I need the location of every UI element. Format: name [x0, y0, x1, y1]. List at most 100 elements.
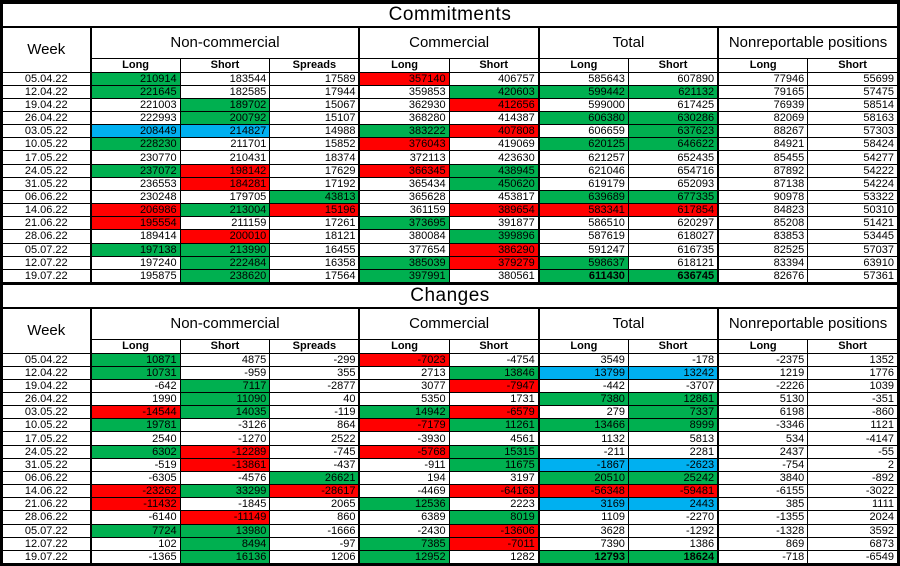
value-cell: 84921 [717, 137, 809, 152]
column-header: Long [537, 338, 629, 354]
value-cell: 1731 [448, 391, 540, 407]
value-cell: 85208 [717, 216, 809, 231]
value-cell: 230770 [89, 150, 181, 165]
value-cell: 57303 [807, 124, 898, 139]
value-cell: 14942 [358, 405, 450, 420]
value-cell: 198142 [179, 163, 271, 178]
value-cell: 77946 [717, 71, 809, 86]
column-header: Short [627, 57, 719, 73]
value-cell: 53322 [807, 189, 898, 205]
week-cell: 12.04.22 [2, 84, 91, 99]
week-header: Week [2, 26, 91, 73]
value-cell: 386290 [448, 242, 540, 257]
commitments-table: Commitments Week Non-commercial Commercial T… [2, 2, 899, 284]
value-cell: 197240 [89, 255, 181, 270]
value-cell: 380084 [358, 229, 450, 244]
value-cell: 54277 [807, 150, 898, 165]
value-cell: -437 [269, 457, 360, 472]
value-cell: 79165 [717, 84, 809, 99]
value-cell: 2443 [627, 497, 719, 512]
week-cell: 17.05.22 [2, 431, 91, 446]
value-cell: 7724 [89, 523, 181, 538]
value-cell: 2522 [269, 431, 360, 446]
value-cell: 210914 [89, 71, 181, 86]
value-cell: 1111 [807, 497, 898, 512]
week-cell: 17.05.22 [2, 150, 91, 165]
value-cell: 200792 [179, 110, 271, 126]
value-cell: 1219 [717, 365, 809, 380]
value-cell: 450620 [448, 176, 540, 191]
column-header: Short [448, 57, 540, 73]
value-cell: 361159 [358, 203, 450, 218]
group-header-0: Non-commercial [89, 26, 360, 59]
week-cell: 26.04.22 [2, 110, 91, 126]
value-cell: 2281 [627, 444, 719, 459]
value-cell: -2877 [269, 378, 360, 393]
value-cell: 200010 [179, 229, 271, 244]
week-cell: 05.04.22 [2, 71, 91, 86]
value-cell: 1352 [807, 352, 898, 367]
week-cell: 21.06.22 [2, 216, 91, 231]
table-title-row: Commitments [2, 2, 898, 28]
value-cell: 621132 [627, 84, 719, 99]
value-cell: 368280 [358, 110, 450, 126]
value-cell: 7390 [537, 536, 629, 551]
value-cell: 18121 [269, 229, 360, 244]
table-row: 12.07.22 197240 222484 16358 385039 379279 598… [2, 255, 898, 270]
value-cell: 230248 [89, 189, 181, 205]
value-cell: 652093 [627, 176, 719, 191]
value-cell: 17589 [269, 71, 360, 86]
value-cell: 5350 [358, 391, 450, 407]
week-cell: 19.07.22 [2, 549, 91, 565]
value-cell: 17261 [269, 216, 360, 231]
value-cell: 12861 [627, 391, 719, 407]
value-cell: 11675 [448, 457, 540, 472]
value-cell: 87138 [717, 176, 809, 191]
value-cell: 102 [89, 536, 181, 551]
value-cell: 58424 [807, 137, 898, 152]
value-cell: 90978 [717, 189, 809, 205]
value-cell: 11090 [179, 391, 271, 407]
value-cell: 14988 [269, 124, 360, 139]
value-cell: 76939 [717, 97, 809, 112]
value-cell: -1867 [537, 457, 629, 472]
value-cell: 385 [717, 497, 809, 512]
week-cell: 24.05.22 [2, 163, 91, 178]
value-cell: -7947 [448, 378, 540, 393]
value-cell: 54222 [807, 163, 898, 178]
value-cell: 407808 [448, 124, 540, 139]
value-cell: -3126 [179, 418, 271, 433]
value-cell: 17564 [269, 268, 360, 284]
week-cell: 06.06.22 [2, 189, 91, 205]
value-cell: 19781 [89, 418, 181, 433]
value-cell: 606380 [537, 110, 629, 126]
value-cell: 616735 [627, 242, 719, 257]
value-cell: 376043 [358, 137, 450, 152]
week-cell: 24.05.22 [2, 444, 91, 459]
value-cell: 222993 [89, 110, 181, 126]
table-row: 28.06.22 189414 200010 18121 380084 399896 587… [2, 229, 898, 244]
value-cell: 639689 [537, 189, 629, 205]
value-cell: 15107 [269, 110, 360, 126]
value-cell: 13980 [179, 523, 271, 538]
value-cell: -860 [807, 405, 898, 420]
week-cell: 21.06.22 [2, 497, 91, 512]
value-cell: 7385 [358, 536, 450, 551]
value-cell: 414387 [448, 110, 540, 126]
value-cell: 12952 [358, 549, 450, 565]
value-cell: 195554 [89, 216, 181, 231]
value-cell: 84823 [717, 203, 809, 218]
value-cell: 372113 [358, 150, 450, 165]
value-cell: 636745 [627, 268, 719, 284]
week-cell: 31.05.22 [2, 457, 91, 472]
value-cell: 58163 [807, 110, 898, 126]
value-cell: -4147 [807, 431, 898, 446]
week-cell: 28.06.22 [2, 229, 91, 244]
table-row: 17.05.22 230770 210431 18374 372113 423630 621… [2, 150, 898, 165]
value-cell: -911 [358, 457, 450, 472]
value-cell: -2430 [358, 523, 450, 538]
value-cell: 1206 [269, 549, 360, 565]
value-cell: 420603 [448, 84, 540, 99]
value-cell: -3930 [358, 431, 450, 446]
value-cell: -718 [717, 549, 809, 565]
